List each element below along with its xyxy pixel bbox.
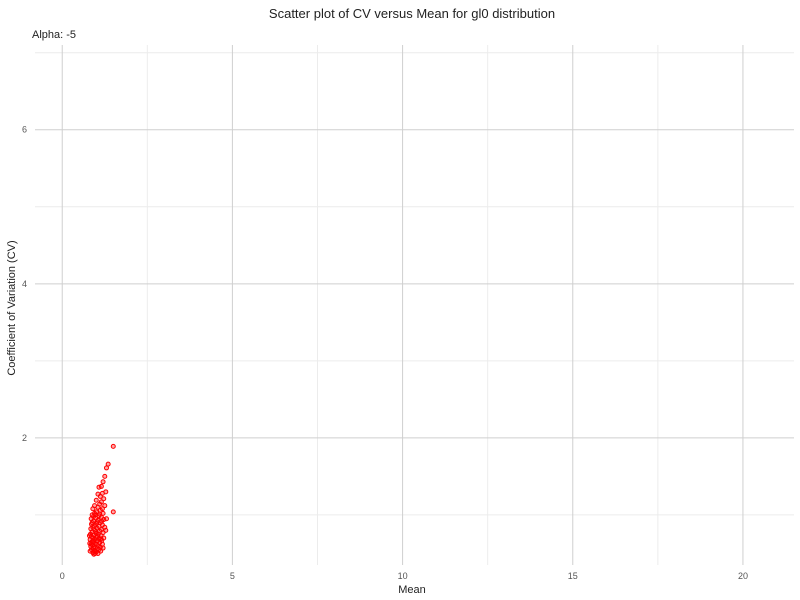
scatter-point xyxy=(86,533,92,539)
scatter-point xyxy=(91,551,97,557)
scatter-point xyxy=(94,519,100,525)
scatter-point xyxy=(110,509,116,515)
scatter-point xyxy=(90,538,96,544)
scatter-point xyxy=(100,545,106,551)
x-tick-label: 15 xyxy=(568,571,578,581)
chart-title: Scatter plot of CV versus Mean for gl0 d… xyxy=(269,6,555,21)
scatter-point xyxy=(96,484,102,490)
point-layer xyxy=(86,443,116,557)
scatter-point xyxy=(98,536,104,542)
scatter-point xyxy=(90,506,96,512)
y-tick-label: 2 xyxy=(22,433,27,443)
scatter-point xyxy=(89,520,95,526)
scatter-point xyxy=(95,533,101,539)
tick-layer: 0 5 10 15 20 2 4 6 xyxy=(22,125,748,581)
scatter-point xyxy=(99,518,105,524)
y-axis-label: Coefficient of Variation (CV) xyxy=(6,240,18,375)
x-axis-label: Mean xyxy=(398,584,426,596)
scatter-point xyxy=(103,465,109,471)
x-tick-label: 0 xyxy=(60,571,65,581)
scatter-point xyxy=(102,473,108,479)
scatter-point xyxy=(100,479,106,485)
grid-layer xyxy=(35,45,794,565)
scatter-point xyxy=(97,511,103,517)
scatter-point xyxy=(110,443,116,449)
scatter-point xyxy=(97,493,103,499)
scatter-point xyxy=(91,513,97,519)
y-tick-label: 6 xyxy=(22,125,27,135)
x-tick-label: 5 xyxy=(230,571,235,581)
scatter-point xyxy=(93,497,99,503)
scatter-point xyxy=(103,516,109,522)
scatter-point xyxy=(103,527,109,533)
x-tick-label: 20 xyxy=(738,571,748,581)
scatter-point xyxy=(93,529,99,535)
scatter-point xyxy=(105,461,111,467)
x-tick-label: 10 xyxy=(398,571,408,581)
y-tick-label: 4 xyxy=(22,279,27,289)
chart-subtitle: Alpha: -5 xyxy=(32,29,76,41)
